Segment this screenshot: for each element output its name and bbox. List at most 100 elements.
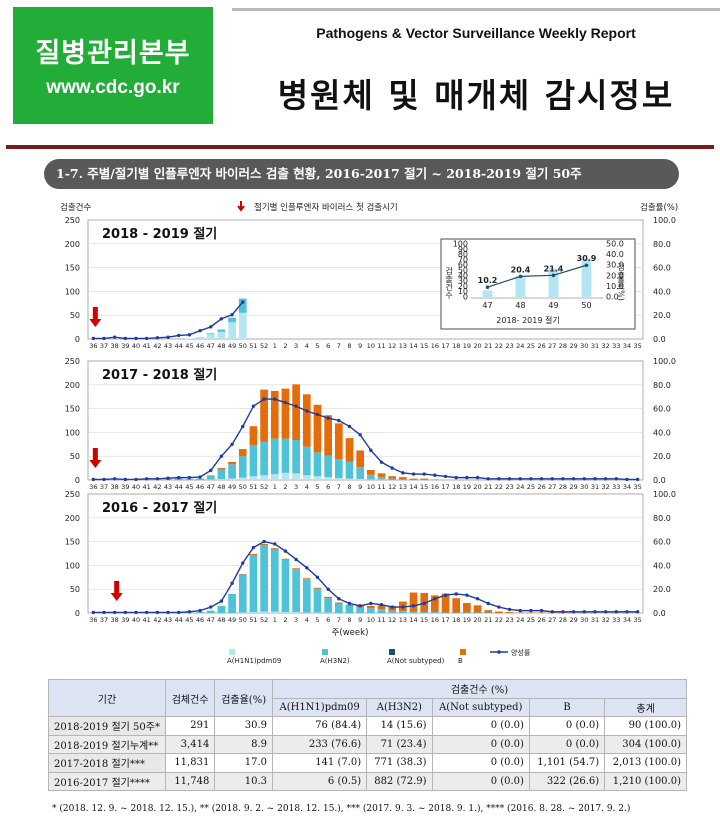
bar-h1n1	[270, 474, 279, 480]
rate-point	[155, 336, 160, 340]
inset-x-tick: 49	[548, 301, 558, 310]
bar-h1n1	[281, 612, 290, 613]
x-tick-label: 4	[305, 483, 309, 491]
x-tick-label: 46	[196, 342, 204, 350]
rate-line	[93, 398, 638, 481]
rate-point	[614, 610, 619, 614]
x-tick-label: 5	[315, 616, 319, 624]
rate-point	[486, 477, 490, 481]
rate-point	[326, 587, 330, 591]
bar-b	[420, 478, 429, 480]
rate-point	[294, 404, 298, 408]
x-tick-label: 36	[89, 616, 97, 624]
rate-point	[102, 336, 106, 341]
bar-b	[377, 473, 386, 478]
row-period: 2018-2019 절기 50주*	[48, 716, 166, 736]
rate-point	[241, 561, 245, 565]
rate-point	[550, 610, 554, 614]
inset-y-tick: 60	[458, 261, 468, 270]
bar-h1n1	[228, 478, 236, 480]
row-total: 90 (100.0)	[604, 716, 687, 736]
bar-b	[313, 587, 322, 589]
inset-x-tick: 48	[515, 301, 525, 310]
bar-h3n2	[260, 441, 268, 476]
x-tick-label: 52	[260, 342, 268, 350]
rate-line	[93, 540, 638, 614]
inset-rate-label: 10.2	[478, 276, 498, 285]
x-tick-label: 42	[153, 616, 161, 624]
bar-h3n2	[302, 579, 311, 613]
rate-point	[593, 477, 597, 481]
rate-point	[475, 475, 480, 480]
bar-h3n2	[399, 611, 407, 613]
rate-point	[337, 418, 341, 423]
y-tick-label: 200	[65, 240, 80, 249]
row-tested: 3,414	[164, 734, 216, 754]
first-detection-arrow-icon	[89, 460, 102, 468]
y2-tick-label: 20.0	[653, 585, 671, 594]
bar-b	[270, 390, 279, 439]
x-tick-label: 11	[377, 483, 385, 491]
x-tick-label: 17	[441, 483, 449, 491]
rate-point	[411, 472, 416, 476]
x-tick-label: 28	[559, 483, 567, 491]
x-tick-label: 28	[559, 342, 567, 350]
x-tick-label: 2	[283, 616, 287, 624]
y-tick-label: 50	[70, 585, 80, 594]
row-tested: 11,831	[164, 753, 216, 773]
bar-b	[377, 605, 386, 610]
x-tick-label: 19	[463, 483, 471, 491]
x-tick-label: 52	[260, 616, 268, 624]
x-tick-label: 38	[111, 616, 119, 624]
rate-point	[379, 602, 384, 607]
rate-point	[91, 336, 96, 341]
rate-point	[134, 477, 138, 482]
bar-h3n2	[292, 569, 300, 613]
x-tick-label: 16	[431, 483, 439, 491]
x-tick-label: 36	[89, 483, 97, 491]
x-tick-label: 42	[153, 483, 161, 491]
bar-b	[505, 612, 514, 613]
first-detection-arrow-icon	[92, 307, 98, 320]
legend-b-swatch	[460, 649, 466, 655]
row-rate: 17.0	[214, 753, 274, 773]
legend-h1n1-label: A(H1N1)pdm09	[227, 657, 281, 665]
x-tick-label: 17	[441, 616, 449, 624]
x-tick-label: 37	[100, 342, 108, 350]
x-tick-label: 33	[612, 483, 620, 491]
x-tick-label: 24	[516, 616, 524, 624]
bar-b	[281, 388, 290, 439]
rate-point	[145, 336, 149, 341]
rate-point	[582, 610, 586, 614]
rate-point	[251, 404, 256, 408]
x-tick-label: 9	[358, 483, 362, 491]
bar-h1n1	[238, 477, 247, 480]
rate-point	[241, 424, 245, 429]
bar-h3n2	[409, 611, 418, 613]
rate-point	[219, 454, 224, 458]
bar-b	[281, 558, 290, 560]
x-tick-label: 48	[217, 616, 225, 624]
col-notsub: A(Not subtyped)	[431, 697, 530, 717]
rate-point	[603, 477, 608, 481]
rate-point	[166, 476, 170, 480]
x-tick-label: 10	[367, 483, 375, 491]
season-title: 2016 - 2017 절기	[102, 501, 217, 516]
bar-b	[249, 553, 258, 555]
y-tick-label: 250	[65, 490, 80, 499]
x-tick-label: 43	[164, 616, 172, 624]
inset-y-tick: 70	[458, 255, 468, 264]
rate-point	[593, 610, 597, 614]
x-tick-label: 14	[409, 616, 417, 624]
rate-point	[283, 400, 288, 405]
x-tick-label: 44	[175, 342, 183, 350]
inset-y2-tick: 0.0	[606, 293, 619, 302]
x-tick-label: 33	[612, 342, 620, 350]
x-tick-label: 2	[283, 342, 287, 350]
row-total: 304 (100.0)	[604, 734, 687, 754]
inset-rate-point	[485, 285, 490, 289]
rate-point	[112, 335, 117, 339]
plot-area	[87, 360, 644, 481]
bar-h3n2	[249, 445, 258, 477]
